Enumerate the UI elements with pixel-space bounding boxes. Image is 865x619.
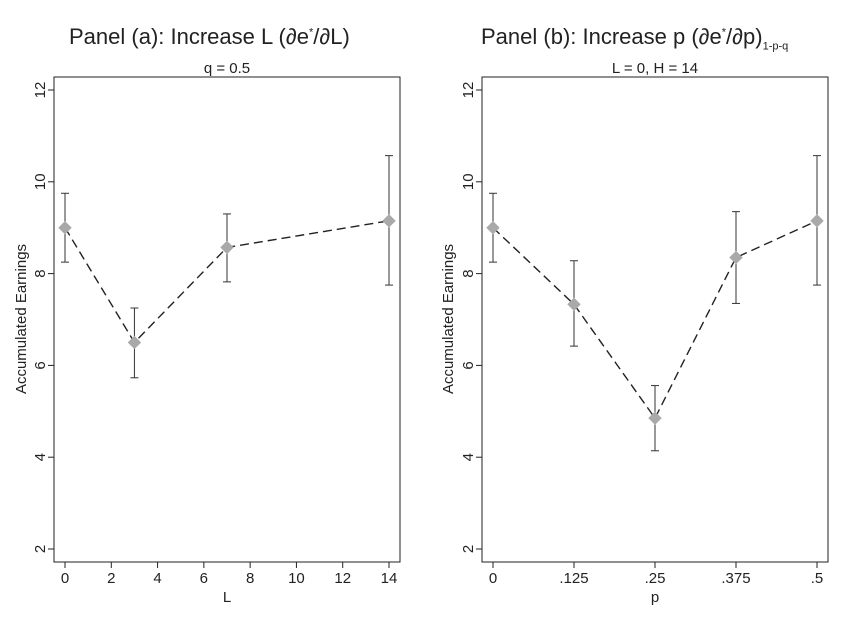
data-point (567, 297, 581, 312)
panel-a-title-sup: * (308, 26, 314, 39)
data-point (382, 214, 396, 228)
y-tick-label: 8 (460, 269, 477, 277)
panel-b-title-main: Panel (b): Increase p (∂e (481, 24, 722, 49)
y-axis-label: Accumulated Earnings (13, 244, 30, 394)
x-tick-label: 10 (288, 570, 305, 587)
y-tick-label: 6 (32, 361, 49, 369)
series-line (64, 220, 390, 344)
y-tick-label: 4 (32, 453, 49, 461)
x-tick-label: 2 (107, 570, 115, 587)
data-point (486, 220, 500, 235)
panel-b-title-sub: 1-p-q (762, 40, 789, 53)
x-tick-label: 8 (246, 570, 254, 587)
y-tick-label: 10 (32, 173, 49, 190)
x-tick-label: 6 (200, 570, 208, 587)
y-tick-label: 2 (460, 545, 477, 553)
panel-b-subtitle: L = 0, H = 14 (611, 60, 699, 77)
x-tick-label: 14 (381, 570, 398, 587)
panel-a-subtitle: q = 0.5 (203, 60, 251, 77)
plot-frame (53, 76, 401, 563)
data-point (729, 250, 743, 265)
y-axis-label: Accumulated Earnings (440, 244, 457, 394)
x-tick-label: 0 (489, 570, 497, 587)
data-point (127, 335, 142, 350)
panel-b-title-rest: /∂p) (726, 24, 763, 49)
panel-b-title-sup: * (721, 26, 727, 39)
x-tick-label: 12 (334, 570, 351, 587)
panel-a-title: Panel (a): Increase L (∂e*/∂L) (69, 24, 350, 52)
panel-a-title-rest: /∂L) (313, 24, 350, 49)
y-tick-label: 2 (32, 545, 49, 553)
data-point (220, 240, 234, 255)
data-point (810, 214, 824, 228)
x-axis-label: L (223, 589, 231, 606)
y-tick-label: 12 (32, 82, 49, 99)
x-axis-label: p (651, 589, 659, 606)
plot-panel-a: 2 4 6 8 10 12 0 2 4 6 8 10 12 14 Accumulated Earnings L (13, 76, 401, 606)
panel-a-title-main: Panel (a): Increase L (∂e (69, 24, 309, 49)
panel-b-title: Panel (b): Increase p (∂e*/∂p)1-p-q (481, 24, 788, 52)
data-point (58, 220, 72, 235)
plot-panel-b: 2 4 6 8 10 12 0 .125 .25 .375 .5 Accumulated Earnin… (440, 76, 829, 606)
y-tick-label: 4 (460, 453, 477, 461)
y-tick-label: 10 (460, 173, 477, 190)
data-point (648, 411, 662, 425)
y-tick-label: 12 (460, 82, 477, 99)
x-tick-label: 4 (153, 570, 161, 587)
x-tick-label: .5 (811, 570, 824, 587)
x-tick-label: 0 (61, 570, 69, 587)
y-tick-label: 6 (460, 361, 477, 369)
x-tick-label: .375 (721, 570, 750, 587)
plot-frame (481, 76, 829, 563)
series-line (492, 220, 818, 420)
x-tick-label: .125 (559, 570, 588, 587)
x-tick-label: .25 (645, 570, 666, 587)
y-tick-label: 8 (32, 269, 49, 277)
